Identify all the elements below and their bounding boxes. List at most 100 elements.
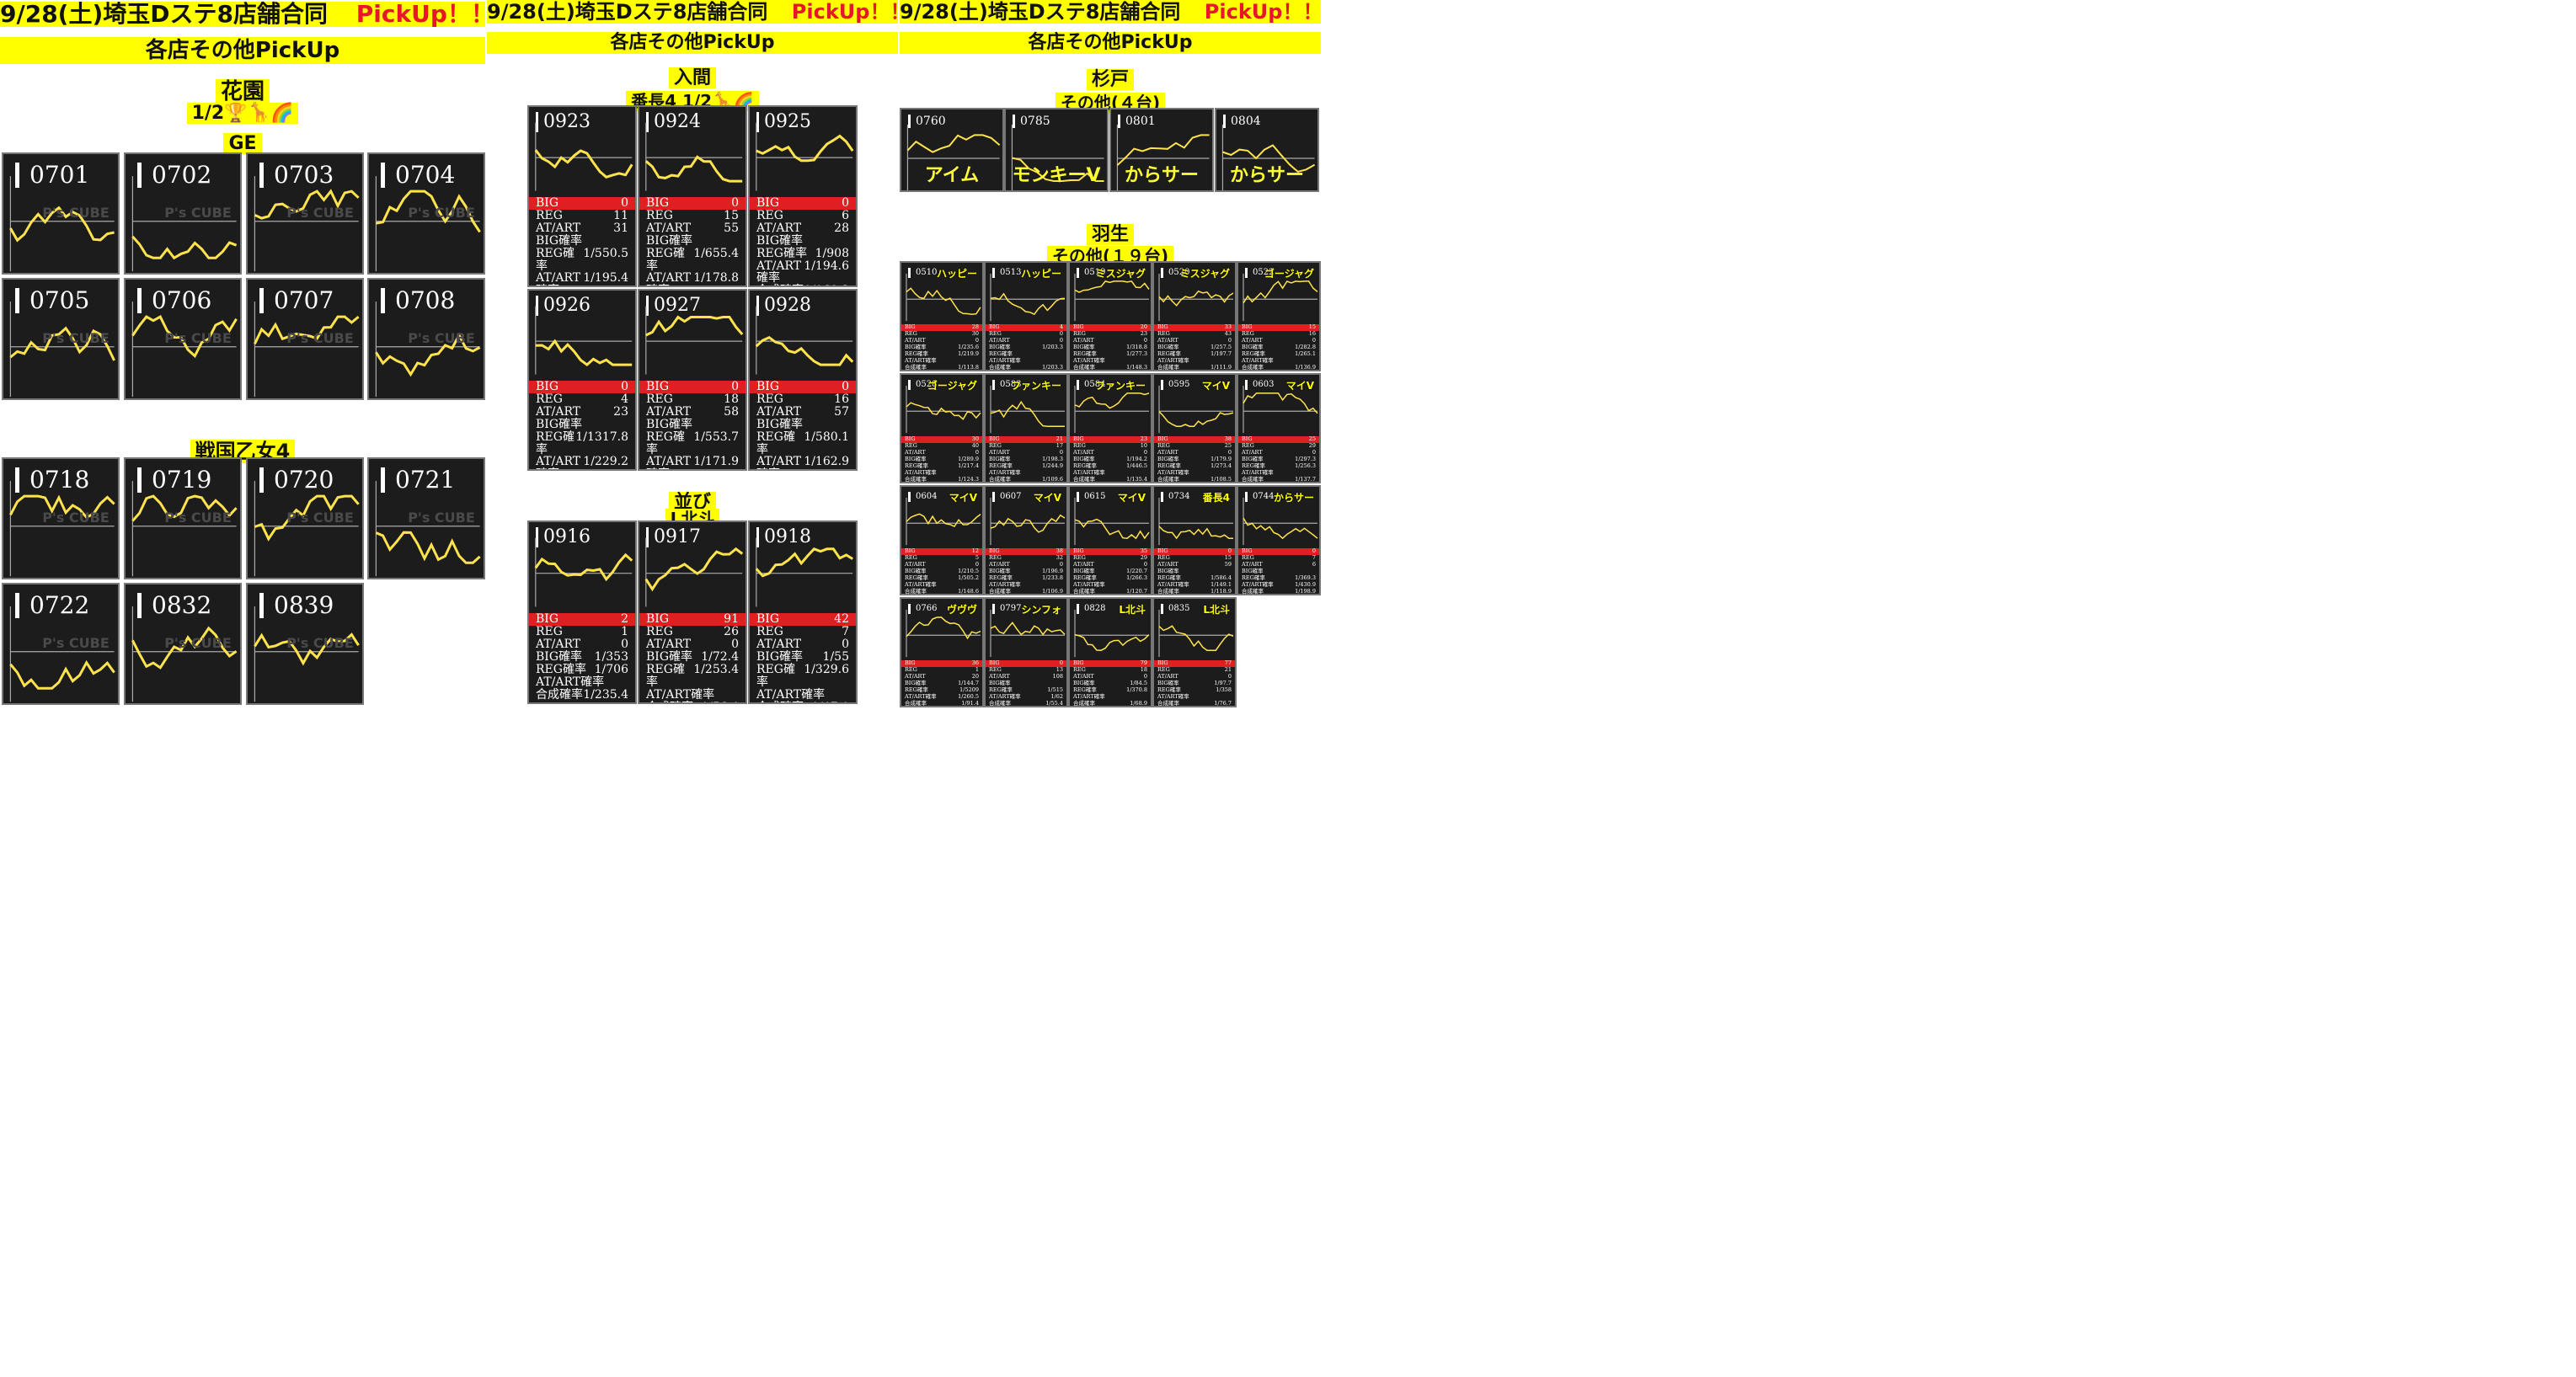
slump-graph [1116,125,1210,190]
stat-row: AT/ART 0 [1238,449,1319,456]
machine-card[interactable]: 0607 マイV BIG 38 REG 32 AT/ART 0 BIG確率 1/196.9 REG確… [984,485,1068,595]
watermark-logo: P's CUBE [286,509,354,526]
stat-value: 1/195.4 [583,271,628,286]
stat-row: AT/ART 58 [639,405,746,419]
machine-card[interactable]: 0923 BIG 0 REG 11 AT/ART 31 BIG確率 REG確率 1/550.5 AT… [527,105,637,287]
stat-label: BIG [989,659,1000,667]
machine-card[interactable]: 0510 ハッピー BIG 28 REG 30 AT/ART 0 BIG確率 1/235.6 REG… [900,261,984,371]
machine-number: 0522 [1245,268,1274,278]
machine-card[interactable]: 0522 ゴージャグ BIG 15 REG 16 AT/ART 0 BIG確率 1/282.8 RE… [1237,261,1321,371]
stat-row: REG 7 [750,625,856,638]
stats-table: BIG 0 REG 16 AT/ART 57 BIG確率 REG確率 1/580.1 AT/ART… [750,380,856,469]
machine-number: 0708 [381,288,455,313]
machine-card[interactable]: 0828 L北斗 BIG 79 REG 18 AT/ART 0 BIG確率 1/84.5 REG確率… [1068,597,1152,707]
machine-card[interactable]: 0513 ハッピー BIG 4 REG 0 AT/ART 0 BIG確率 1/203.3 REG確率… [984,261,1068,371]
machine-card[interactable]: 0734 番長4 BIG 0 REG 15 AT/ART 59 BIG確率 REG確率 1/586.… [1152,485,1237,595]
stat-value: 31 [613,221,628,235]
machine-card[interactable]: 0719 P's CUBE [124,457,242,579]
machine-card[interactable]: 0603 マイV BIG 25 REG 29 AT/ART 0 BIG確率 1/297.3 REG確… [1237,373,1321,483]
machine-number: 0832 [137,593,211,618]
machine-name: ハッピー [936,268,977,280]
machine-number: 0916 [536,527,591,547]
machine-card[interactable]: 0706 P's CUBE [124,278,242,400]
machine-card[interactable]: 0520 ミスジャグ BIG 33 REG 43 AT/ART 0 BIG確率 1/257.5 RE… [1152,261,1237,371]
machine-card[interactable]: 0925 BIG 0 REG 6 AT/ART 28 BIG確率 REG確率 1/908 AT/AR… [748,105,858,287]
stat-value: 1/136.9 [1295,363,1316,371]
stat-value: 0 [1227,547,1232,555]
stat-label: AT/ART [1242,561,1263,568]
machine-card[interactable]: 0924 BIG 0 REG 15 AT/ART 55 BIG確率 REG確率 1/655.4 AT… [638,105,747,287]
stat-row: REG確率 1/256.3 [1238,462,1319,470]
machine-card[interactable]: 0760 アイム [900,108,1004,192]
stat-row: AT/ART確率 [529,676,635,689]
stat-row: REG 29 [1070,554,1151,562]
stat-label: AT/ART [1157,449,1178,456]
stat-row: AT/ART 0 [1070,449,1151,456]
machine-card[interactable]: 0708 P's CUBE [367,278,485,400]
machine-card[interactable]: 0701 P's CUBE [2,152,120,275]
machine-card[interactable]: 0918 BIG 42 REG 7 AT/ART 0 BIG確率 1/55 REG確率 1/329.… [748,520,858,704]
machine-card[interactable]: 0604 マイV BIG 12 REG 5 AT/ART 0 BIG確率 1/210.5 REG確率… [900,485,984,595]
stat-label: AT/ART確率 [989,357,1021,365]
machine-card[interactable]: 0722 P's CUBE [2,583,120,705]
machine-card[interactable]: 0766 ヴヴヴ BIG 36 REG 1 AT/ART 20 BIG確率 1/144.7 REG確… [900,597,984,707]
machine-card[interactable]: 0797 シンフォ BIG 0 REG 13 AT/ART 108 BIG確率 REG確率 1/51… [984,597,1068,707]
machine-card[interactable]: 0702 P's CUBE [124,152,242,275]
machine-card[interactable]: 0835 L北斗 BIG 77 REG 21 AT/ART 0 BIG確率 1/97.7 REG確率… [1152,597,1237,707]
stat-label: BIG確率 [905,456,927,463]
header-pickup: PickUp！！ [355,0,494,28]
machine-card[interactable]: 0584 ファンキー BIG 23 REG 10 AT/ART 0 BIG確率 1/194.2 RE… [1068,373,1152,483]
stats-table: BIG 0 REG 11 AT/ART 31 BIG確率 REG確率 1/550.5 AT/ART… [529,196,635,286]
machine-card[interactable]: 0927 BIG 0 REG 18 AT/ART 58 BIG確率 REG確率 1/553.7 AT… [638,289,747,471]
stat-label: REG [989,442,1002,450]
machine-card[interactable]: 0583 ファンキー BIG 21 REG 17 AT/ART 0 BIG確率 1/198.3 RE… [984,373,1068,483]
machine-card[interactable]: 0916 BIG 2 REG 1 AT/ART 0 BIG確率 1/353 REG確率 1/706 A… [527,520,637,704]
stat-label: 合成確率 [536,688,583,702]
stat-row: AT/ART 0 [1154,337,1235,344]
machine-card[interactable]: 0839 P's CUBE [246,583,364,705]
machine-card[interactable]: 0801 からサー [1109,108,1214,192]
slump-graph [534,122,633,191]
machine-name: からサー [1124,165,1199,186]
stat-row: AT/ART確率 [1238,357,1319,365]
stat-row: REG確率 1/706 [529,664,635,676]
machine-number: 0785 [1013,115,1050,128]
machine-card[interactable]: 0718 P's CUBE [2,457,120,579]
stat-row: BIG確率 1/144.7 [901,680,982,687]
stat-value: 29 [1308,442,1316,450]
graph-line [906,513,981,528]
stat-row: 合成確率 1/148.6 [901,588,982,594]
stat-row: AT/ART 0 [529,638,635,651]
machine-card[interactable]: 0707 P's CUBE [246,278,364,400]
machine-card[interactable]: 0917 BIG 91 REG 26 AT/ART 0 BIG確率 1/72.4 REG確率 1/2… [638,520,747,704]
stat-row: AT/ART 108 [986,673,1066,680]
stat-value: 30 [971,330,979,338]
machine-card[interactable]: 0721 P's CUBE [367,457,485,579]
slump-graph [131,302,238,398]
stat-label: BIG [989,435,1000,443]
machine-card[interactable]: 0703 P's CUBE [246,152,364,275]
machine-card[interactable]: 0519 ミスジャグ BIG 20 REG 23 AT/ART 0 BIG確率 1/318.8 RE… [1068,261,1152,371]
stat-label: REG [646,208,673,222]
stat-value: 108 [1052,673,1063,680]
machine-card[interactable]: 0832 P's CUBE [124,583,242,705]
machine-card[interactable]: 0704 P's CUBE [367,152,485,275]
machine-card[interactable]: 0615 マイV BIG 35 REG 29 AT/ART 0 BIG確率 1/220.7 REG確… [1068,485,1152,595]
machine-card[interactable]: 0785 モンキーV [1004,108,1109,192]
stat-row: AT/ART 20 [901,673,982,680]
slump-graph [755,306,854,375]
stat-value: 0 [975,561,979,568]
stat-value: 1/55 [822,650,849,664]
stat-value: 10 [1140,442,1147,450]
machine-name: 番長4 [1202,492,1230,504]
machine-card[interactable]: 0926 BIG 0 REG 4 AT/ART 23 BIG確率 REG確率 1/1317.8 AT… [527,289,637,471]
machine-card[interactable]: 0528 ゴージャグ BIG 30 REG 40 AT/ART 0 BIG確率 1/289.9 RE… [900,373,984,483]
stat-label: BIG [905,547,916,555]
machine-card[interactable]: 0720 P's CUBE [246,457,364,579]
machine-card[interactable]: 0595 マイV BIG 38 REG 25 AT/ART 0 BIG確率 1/179.9 REG確… [1152,373,1237,483]
stat-value: 57 [834,404,849,419]
machine-card[interactable]: 0744 からサー BIG 0 REG 7 AT/ART 6 BIG確率 REG確率 1/369.3… [1237,485,1321,595]
machine-card[interactable]: 0928 BIG 0 REG 16 AT/ART 57 BIG確率 REG確率 1/580.1 AT… [748,289,858,471]
machine-card[interactable]: 0705 P's CUBE [2,278,120,400]
machine-card[interactable]: 0804 からサー [1215,108,1319,192]
